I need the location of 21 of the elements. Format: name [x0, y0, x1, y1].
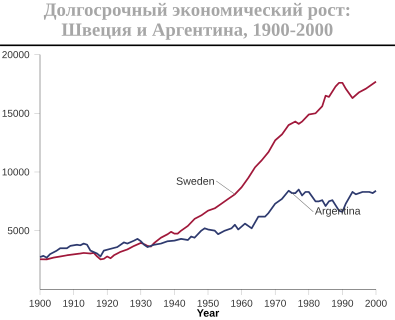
chart-title: Долгосрочный экономический рост: Швеция и Аргентина, 1900-2000: [44, 2, 350, 40]
line-series: [39, 80, 377, 260]
x-tick-label: 1980: [298, 300, 320, 307]
x-tick-label: 1960: [231, 300, 252, 307]
x-tick-label: 1910: [63, 300, 84, 307]
x-tick-label: 1990: [332, 300, 354, 307]
x-tick-label: 1970: [264, 300, 286, 307]
y-tick-label: 15000: [2, 110, 30, 117]
x-tick-label: 1930: [130, 300, 152, 307]
y-tick-label: 5000: [8, 227, 30, 234]
line-series: [39, 188, 377, 259]
x-tick-label: 1950: [198, 300, 219, 307]
y-tick-label: 20000: [2, 51, 30, 58]
y-tick-label: 10000: [2, 168, 30, 176]
series-label: Sweden: [176, 177, 214, 185]
x-tick-label: 1940: [164, 300, 186, 307]
x-tick-label: 1900: [30, 300, 51, 307]
x-axis-title: Year: [196, 309, 220, 317]
series-label: Argentina: [314, 206, 361, 217]
x-tick-label: 2000: [365, 300, 387, 307]
x-tick-label: 1920: [96, 300, 118, 307]
